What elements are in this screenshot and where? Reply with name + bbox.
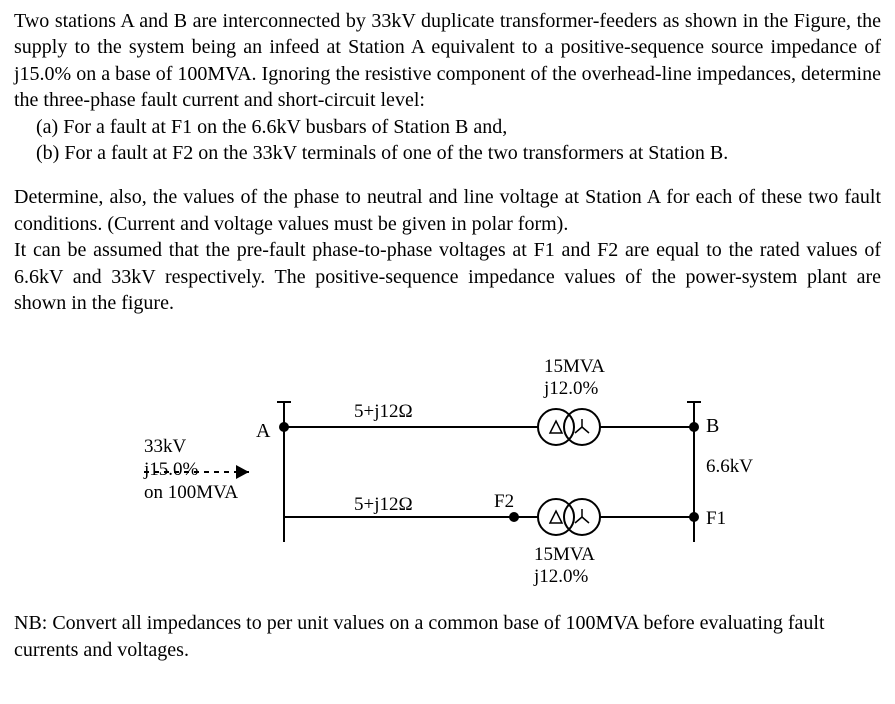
bus-b-voltage-label: 6.6kV bbox=[706, 456, 753, 477]
circuit-diagram: 33kV j15.0% on 100MVA A B 6.6kV bbox=[54, 342, 834, 602]
source-impedance-label: j15.0% bbox=[143, 459, 199, 480]
tx-bottom-rating: 15MVA bbox=[534, 544, 595, 565]
f2-label: F2 bbox=[494, 491, 514, 512]
top-feeder-impedance: 5+j12Ω bbox=[354, 401, 413, 422]
problem-intro: Two stations A and B are interconnected … bbox=[14, 8, 881, 114]
bottom-feeder-impedance: 5+j12Ω bbox=[354, 494, 413, 515]
problem-para-2: Determine, also, the values of the phase… bbox=[14, 184, 881, 237]
tx-top-impedance: j12.0% bbox=[543, 378, 599, 399]
transformer-bottom-icon bbox=[538, 499, 600, 535]
document-page: { "text": { "p1": "Two stations A and B … bbox=[0, 0, 895, 683]
f1-label: F1 bbox=[706, 508, 726, 529]
source-voltage-label: 33kV bbox=[144, 436, 187, 457]
nb-note: NB: Convert all impedances to per unit v… bbox=[14, 610, 881, 663]
tx-bottom-impedance: j12.0% bbox=[533, 566, 589, 587]
item-a: (a) For a fault at F1 on the 6.6kV busba… bbox=[14, 114, 881, 140]
item-b: (b) For a fault at F2 on the 33kV termin… bbox=[14, 140, 881, 166]
tx-top-rating: 15MVA bbox=[544, 356, 605, 377]
problem-para-3: It can be assumed that the pre-fault pha… bbox=[14, 237, 881, 316]
source-base-label: on 100MVA bbox=[144, 482, 238, 503]
transformer-top-icon bbox=[538, 409, 600, 445]
bus-a-label: A bbox=[256, 420, 271, 442]
bus-b-label: B bbox=[706, 415, 719, 437]
